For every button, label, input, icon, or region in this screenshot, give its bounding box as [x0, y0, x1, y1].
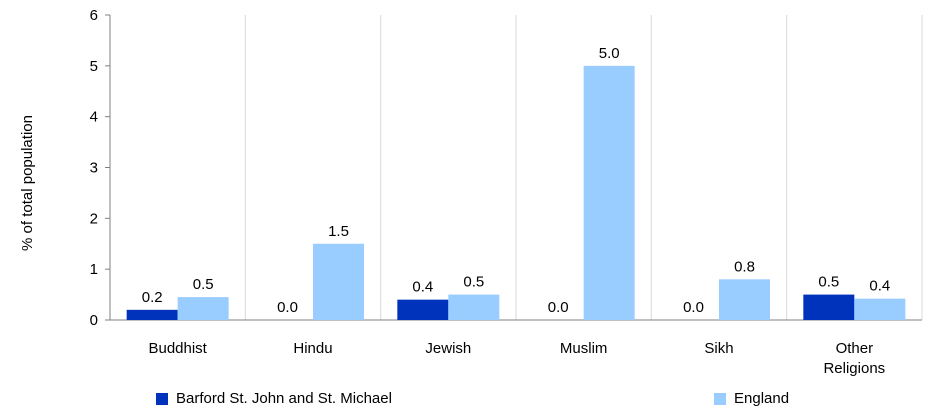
data-label-series-2: 0.5 [463, 274, 484, 291]
bar-series-1 [126, 309, 178, 320]
legend-item-series-2: England [714, 390, 789, 407]
x-category-label: Muslim [560, 340, 608, 357]
legend-label-series-2: England [734, 390, 790, 407]
y-axis-title: % of total population [19, 115, 36, 251]
legend-swatch-series-1 [156, 392, 168, 405]
data-label-series-2: 0.5 [193, 276, 214, 293]
bar-series-2 [448, 294, 500, 320]
bars [126, 65, 906, 320]
y-tick-label: 1 [90, 261, 98, 278]
gridlines [244, 15, 923, 320]
axes [105, 14, 922, 321]
x-category-label: Other Religions [823, 340, 885, 377]
data-labels: 0.2 0.5 0.0 1.5 0.4 0.5 0.0 5.0 0.0 0.8 0.5 0.4 [142, 45, 891, 316]
legend-label-series-1: Barford St. John and St. Michael [176, 390, 392, 407]
data-label-series-1: 0.0 [683, 299, 704, 316]
bar-series-1 [397, 299, 449, 320]
data-label-series-2: 0.4 [869, 278, 890, 295]
data-label-series-2: 0.8 [734, 258, 755, 275]
bar-series-2 [854, 298, 906, 320]
legend-item-series-1: Barford St. John and St. Michael [156, 390, 392, 407]
data-label-series-1: 0.5 [818, 274, 839, 291]
bar-series-2 [583, 65, 635, 320]
bar-chart: 0.2 0.5 0.0 1.5 0.4 0.5 0.0 5.0 0.0 0.8 0.5 0.4 0 1 2… [19, 7, 923, 377]
y-tick-label: 6 [90, 7, 98, 24]
y-tick-label: 4 [90, 109, 98, 126]
data-label-series-1: 0.0 [548, 299, 569, 316]
x-category-label: Jewish [425, 340, 471, 357]
bar-series-2 [719, 279, 770, 320]
y-tick-label: 2 [90, 210, 98, 227]
x-category-label: Hindu [293, 340, 332, 357]
y-tick-label: 3 [90, 160, 98, 177]
x-category-label: Sikh [704, 340, 733, 357]
x-category-label: Buddhist [148, 340, 207, 357]
data-label-series-2: 1.5 [328, 223, 349, 240]
bar-series-1 [803, 294, 855, 320]
data-label-series-1: 0.0 [277, 299, 298, 316]
x-category-labels: Buddhist Hindu Jewish Muslim Sikh Other Religi… [148, 340, 885, 377]
bar-series-2 [177, 297, 229, 320]
y-tick-label: 0 [90, 312, 98, 329]
legend-swatch-series-2 [714, 392, 726, 405]
y-tick-label: 5 [90, 58, 98, 75]
data-label-series-1: 0.2 [142, 289, 163, 306]
bar-series-2 [313, 243, 364, 320]
data-label-series-2: 5.0 [599, 45, 620, 62]
legend: Barford St. John and St. Michael England [0, 388, 928, 410]
data-label-series-1: 0.4 [412, 279, 433, 296]
y-tick-labels: 0 1 2 3 4 5 6 [90, 7, 98, 329]
